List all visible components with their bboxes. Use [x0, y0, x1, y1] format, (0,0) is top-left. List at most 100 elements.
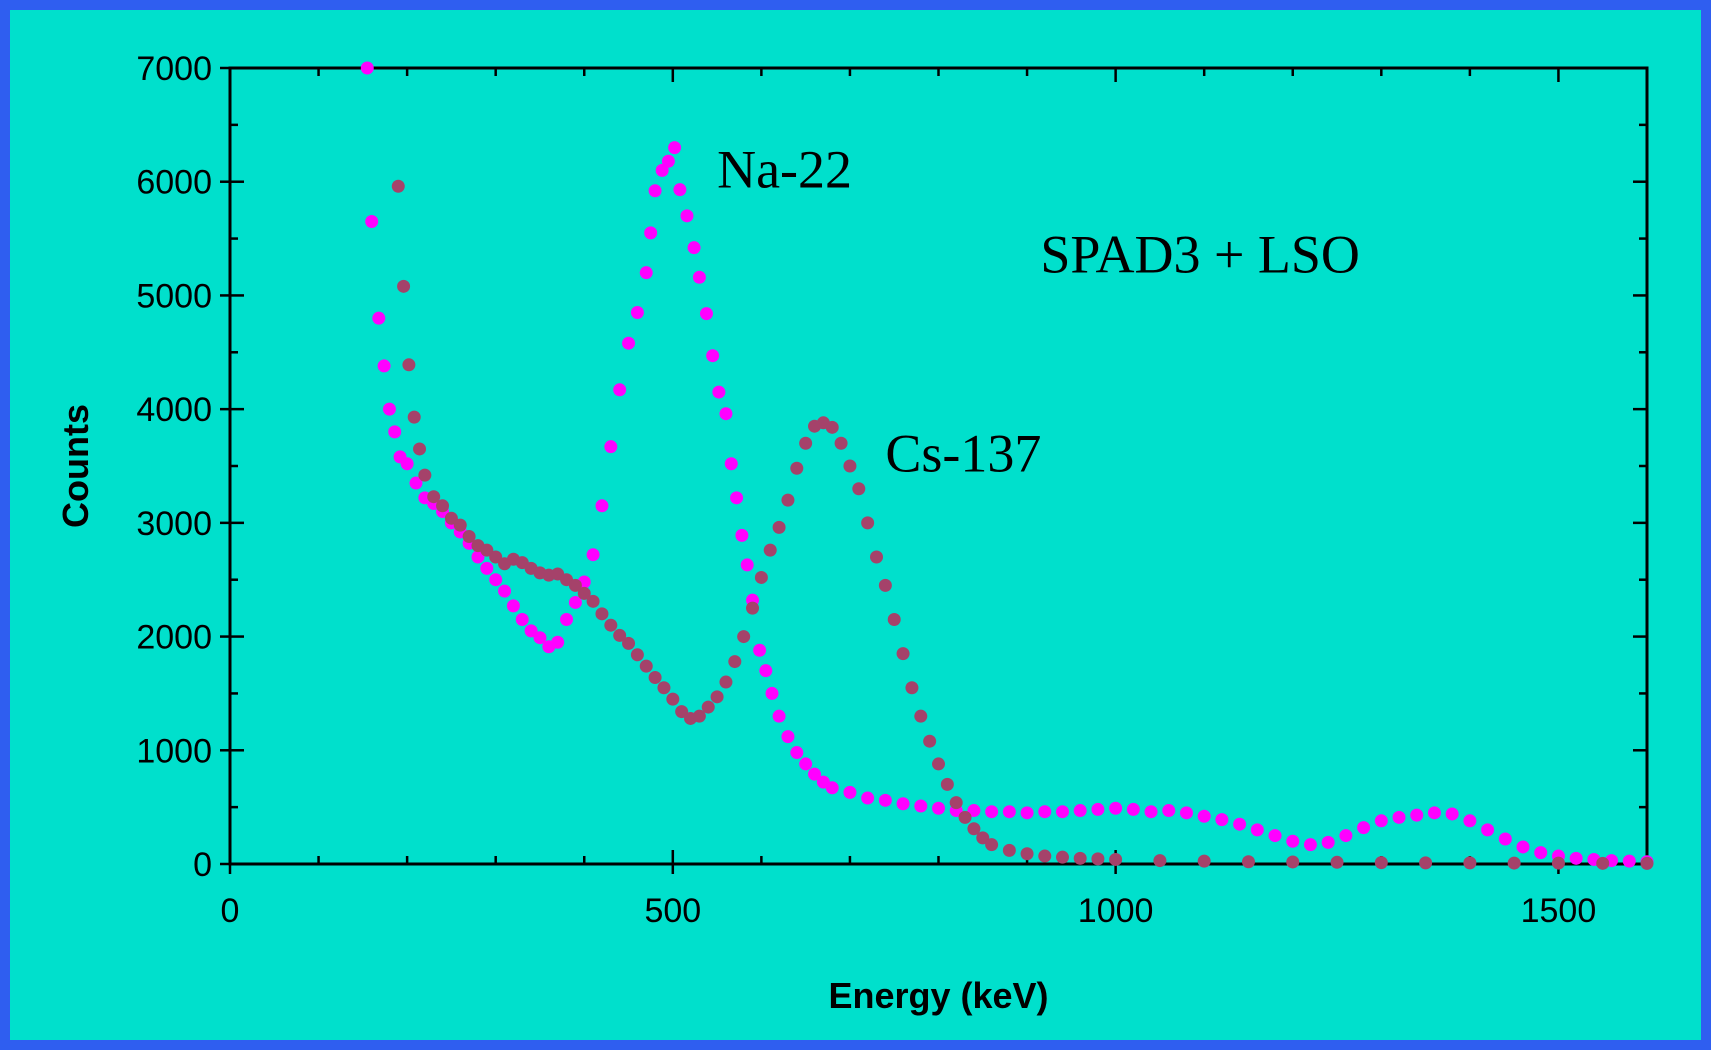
data-point: [1463, 814, 1477, 828]
y-axis-label: Counts: [55, 404, 96, 528]
y-tick-label: 0: [193, 846, 212, 884]
x-tick-label: 500: [644, 892, 701, 930]
data-point: [967, 822, 981, 836]
data-point: [737, 630, 751, 644]
data-point: [781, 730, 795, 744]
data-point: [1144, 805, 1158, 819]
data-point: [595, 499, 609, 513]
data-point: [388, 425, 402, 439]
data-point: [967, 804, 981, 818]
data-point: [740, 558, 754, 572]
data-point: [825, 420, 839, 434]
data-point: [648, 671, 662, 685]
data-point: [949, 796, 963, 810]
data-point: [699, 307, 713, 321]
data-point: [772, 709, 786, 723]
data-point: [1392, 810, 1406, 824]
data-point: [763, 543, 777, 557]
data-point: [1330, 855, 1344, 869]
data-point: [1073, 851, 1087, 865]
data-point: [799, 757, 813, 771]
data-point: [644, 226, 658, 240]
data-point: [630, 305, 644, 319]
data-point: [1020, 847, 1034, 861]
data-point: [861, 791, 875, 805]
data-point: [661, 154, 675, 168]
data-point: [923, 734, 937, 748]
data-point: [595, 607, 609, 621]
data-point: [360, 61, 374, 75]
data-point: [1038, 849, 1052, 863]
data-point: [533, 631, 547, 645]
series-cs137: [391, 179, 1654, 870]
x-axis-label: Energy (keV): [828, 975, 1048, 1016]
data-point: [706, 349, 720, 363]
data-point: [1179, 806, 1193, 820]
data-point: [673, 183, 687, 197]
data-point: [1109, 852, 1123, 866]
data-point: [1498, 832, 1512, 846]
data-point: [735, 528, 749, 542]
data-point: [489, 550, 503, 564]
data-point: [834, 436, 848, 450]
data-point: [753, 643, 767, 657]
data-point: [958, 810, 972, 824]
data-point: [976, 831, 990, 845]
data-point: [560, 613, 574, 627]
data-point: [506, 599, 520, 613]
data-point: [985, 838, 999, 852]
data-point: [1250, 823, 1264, 837]
chart-background: [10, 10, 1701, 1040]
data-point: [1091, 802, 1105, 816]
data-point: [1002, 805, 1016, 819]
data-point: [932, 757, 945, 771]
data-point: [613, 628, 627, 642]
data-point: [568, 578, 582, 592]
data-point: [861, 516, 875, 530]
data-point: [471, 550, 485, 564]
data-point: [1038, 805, 1052, 819]
data-point: [613, 383, 627, 397]
data-point: [480, 543, 494, 557]
data-point: [639, 659, 653, 673]
data-point: [1463, 856, 1477, 870]
data-point: [1197, 854, 1211, 868]
data-point: [402, 358, 416, 372]
data-point: [604, 440, 618, 454]
data-point: [1374, 814, 1388, 828]
data-point: [1419, 856, 1433, 870]
data-point: [701, 700, 715, 714]
data-point: [630, 648, 644, 662]
data-point: [719, 675, 733, 689]
data-point: [746, 601, 760, 615]
data-point: [1073, 804, 1087, 818]
data-point: [1197, 809, 1211, 823]
data-point: [852, 482, 866, 496]
data-point: [498, 584, 512, 598]
data-point: [453, 518, 467, 532]
data-point: [914, 709, 928, 723]
data-point: [1268, 829, 1282, 843]
data-point: [790, 461, 804, 475]
data-point: [657, 681, 671, 695]
data-point: [586, 548, 600, 562]
data-point: [1091, 852, 1105, 866]
data-point: [1596, 856, 1610, 870]
data-point: [1507, 856, 1521, 870]
data-point: [480, 561, 494, 575]
y-tick-label: 1000: [136, 732, 212, 770]
data-point: [1215, 813, 1229, 827]
data-point: [1640, 856, 1654, 870]
data-point: [843, 785, 857, 799]
data-point: [586, 594, 600, 608]
data-point: [1020, 806, 1034, 820]
data-point: [825, 781, 839, 795]
data-point: [730, 491, 744, 505]
data-point: [799, 436, 813, 450]
data-point: [377, 359, 391, 373]
annotation-layer: Na-22 Cs-137 SPAD3 + LSO: [717, 139, 1360, 483]
data-point: [372, 311, 386, 325]
data-point: [1055, 805, 1069, 819]
data-point: [409, 476, 423, 490]
data-point: [668, 141, 682, 155]
